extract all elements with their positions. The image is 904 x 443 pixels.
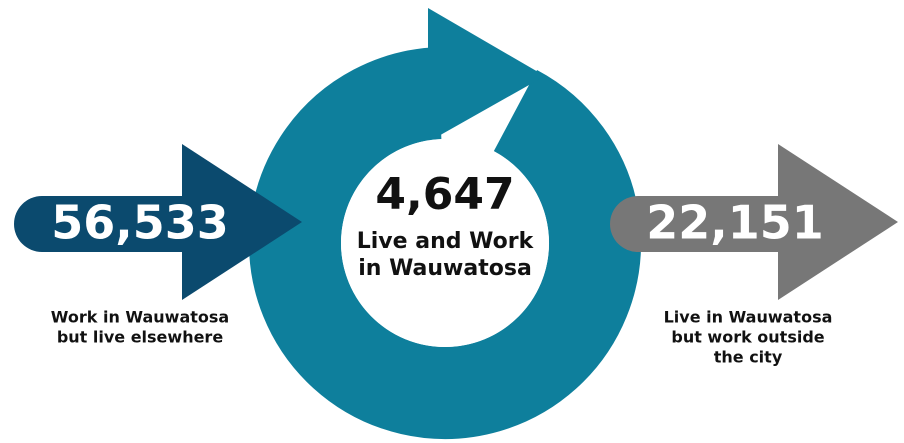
ring-arrowhead	[428, 8, 545, 142]
center-circle	[341, 139, 549, 347]
center-label: Live and Work	[357, 229, 535, 254]
outflow-label: but work outside	[671, 328, 824, 347]
inflow-arrow	[14, 144, 302, 300]
inflow-label: Work in Wauwatosa	[51, 308, 229, 327]
outflow-arrow-head	[778, 144, 898, 300]
outflow-arrow	[610, 144, 898, 300]
outflow-label: Live in Wauwatosa	[664, 308, 833, 327]
inflow-arrow-body	[14, 196, 214, 252]
center-label: in Wauwatosa	[358, 256, 532, 281]
outflow-label: the city	[714, 348, 783, 367]
center-value: 4,647	[375, 169, 514, 220]
inflow-label: but live elsewhere	[57, 328, 224, 347]
inflow-arrow-head	[182, 144, 302, 300]
ring	[249, 47, 641, 439]
inflow-value: 56,533	[51, 196, 229, 250]
outflow-value: 22,151	[646, 196, 824, 250]
outflow-arrow-body	[610, 196, 810, 252]
